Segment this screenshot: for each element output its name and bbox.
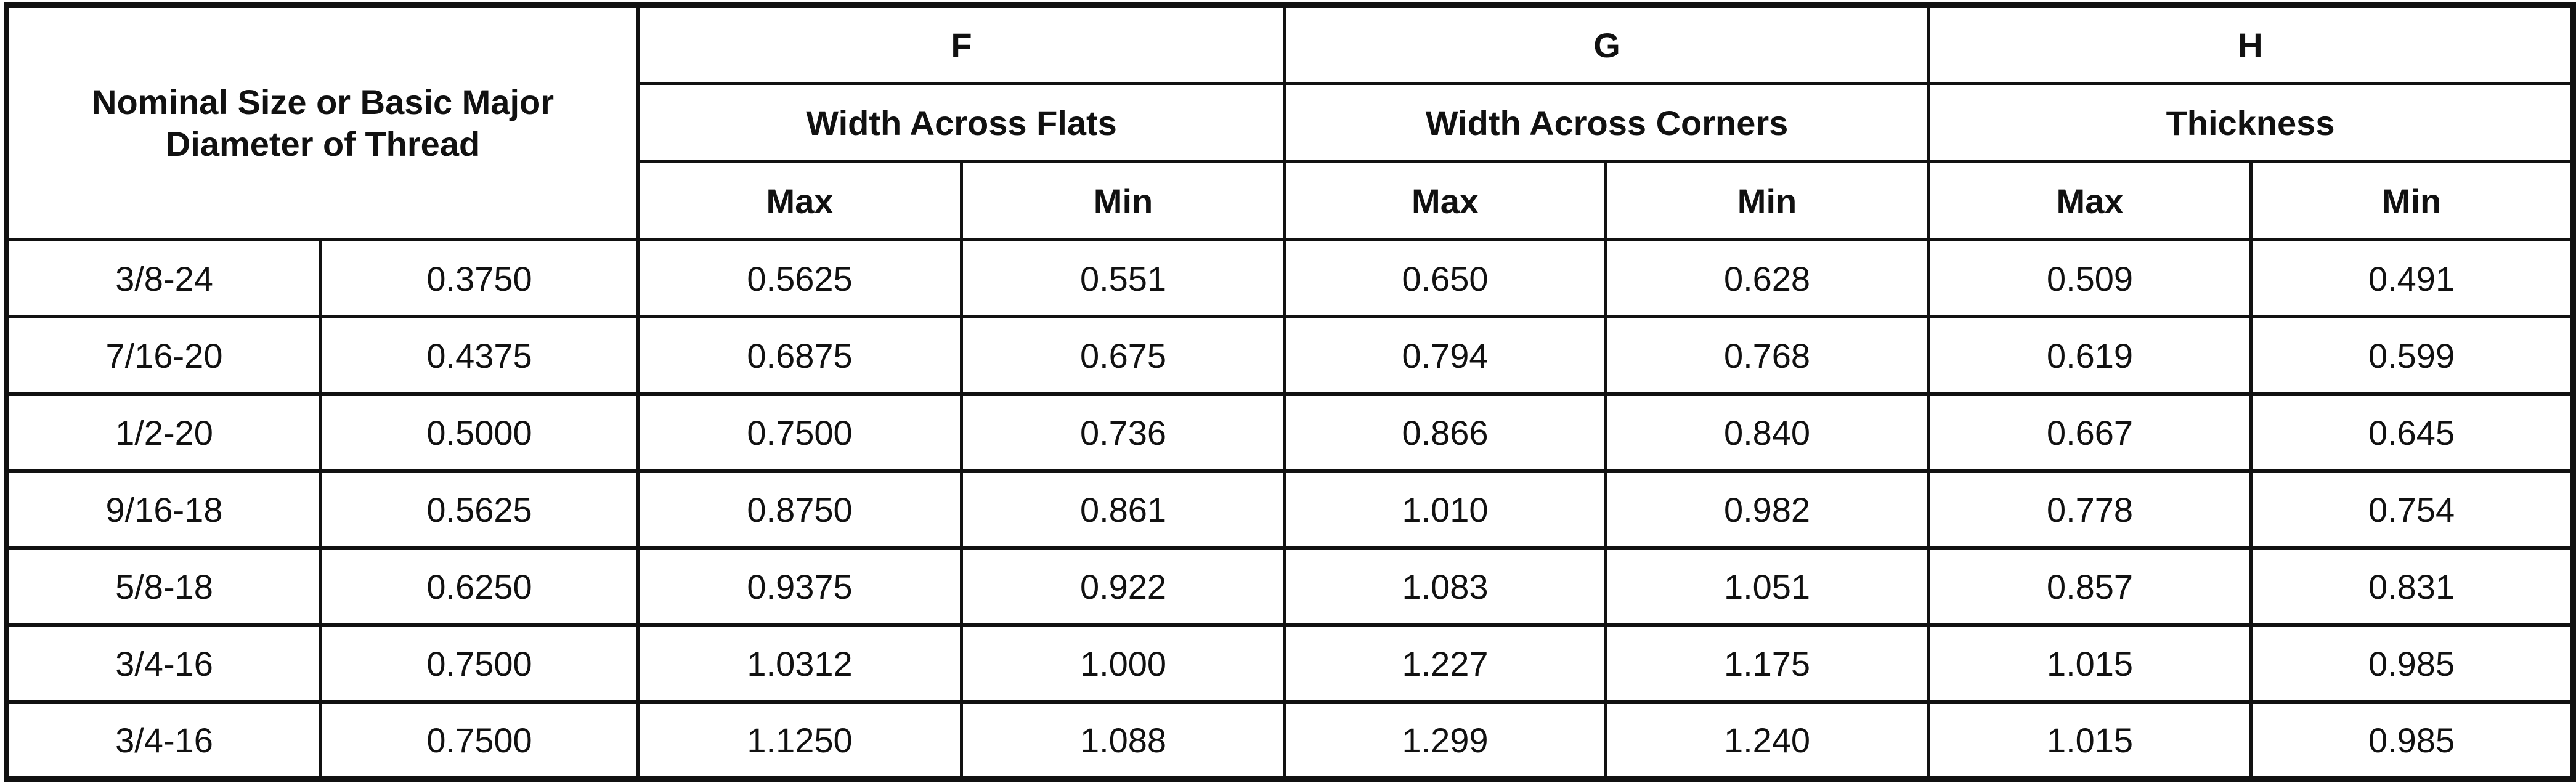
table-cell: 0.3750 <box>319 238 640 318</box>
header-cell: F <box>636 4 1287 85</box>
header-cell: Min <box>1604 160 1931 241</box>
header-row: Max Min Max Min Max Min <box>7 160 2575 241</box>
header-cell: G <box>1283 4 1931 85</box>
header-cell: Thickness <box>1927 82 2575 163</box>
table-cell: 0.840 <box>1604 392 1931 473</box>
table-cell: 0.7500 <box>319 700 640 781</box>
header-row: Nominal Size or Basic Major Diameter of … <box>4 4 2575 241</box>
table-cell: 1.083 <box>1283 546 1607 627</box>
table-cell: 0.4375 <box>319 315 640 396</box>
table-row: 7/16-20 0.4375 0.6875 0.675 0.794 0.768 0.619 0… <box>5 315 2575 396</box>
table-cell: 1.010 <box>1283 469 1607 550</box>
table-cell: 1.051 <box>1604 546 1931 627</box>
table-cell: 0.619 <box>1927 315 2253 396</box>
table-cell: 0.5625 <box>636 238 964 318</box>
table-cell: 0.667 <box>1927 392 2253 473</box>
header-cell: Min <box>960 160 1287 241</box>
table-cell: 0.794 <box>1283 315 1607 396</box>
table-cell: 1.227 <box>1283 623 1607 704</box>
header-cell: Max <box>1927 160 2253 241</box>
table-cell: 3/4-16 <box>5 623 322 704</box>
table-cell: 0.628 <box>1604 238 1931 318</box>
table-cell: 0.551 <box>960 238 1287 318</box>
table-cell: 3/8-24 <box>5 238 322 318</box>
table-cell: 0.985 <box>2249 700 2575 781</box>
table-cell: 0.768 <box>1604 315 1931 396</box>
table-cell: 0.650 <box>1283 238 1607 318</box>
table-cell: 7/16-20 <box>5 315 322 396</box>
header-cell: Max <box>636 160 964 241</box>
table-cell: 0.8750 <box>636 469 964 550</box>
table-cell: 0.509 <box>1927 238 2253 318</box>
table-cell: 0.7500 <box>319 623 640 704</box>
table-body: 3/8-24 0.3750 0.5625 0.551 0.650 0.628 0.509 0.… <box>5 238 2575 781</box>
table-cell: 0.675 <box>960 315 1287 396</box>
table-cell: 1.088 <box>960 700 1287 781</box>
table-cell: 1.000 <box>960 623 1287 704</box>
table-cell: 0.866 <box>1283 392 1607 473</box>
table-row: 1/2-20 0.5000 0.7500 0.736 0.866 0.840 0.667 0.… <box>5 392 2575 473</box>
table-row: 9/16-18 0.5625 0.8750 0.861 1.010 0.982 0.778 0… <box>5 469 2575 550</box>
table-row: 5/8-18 0.6250 0.9375 0.922 1.083 1.051 0.857 0.… <box>5 546 2575 627</box>
table-cell: 0.982 <box>1604 469 1931 550</box>
table-cell: 0.857 <box>1927 546 2253 627</box>
table-row: 3/8-24 0.3750 0.5625 0.551 0.650 0.628 0.509 0.… <box>5 238 2575 318</box>
spec-table: Nominal Size or Basic Major Diameter of … <box>4 2 2576 782</box>
table-cell: 0.9375 <box>636 546 964 627</box>
table-cell: 0.754 <box>2249 469 2575 550</box>
table-cell: 0.831 <box>2249 546 2575 627</box>
table-cell: 0.491 <box>2249 238 2575 318</box>
table-cell: 0.5625 <box>319 469 640 550</box>
table-cell: 1.240 <box>1604 700 1931 781</box>
header-cell: Nominal Size or Basic Major Diameter of … <box>4 4 640 241</box>
header-cell: Width Across Corners <box>1283 82 1931 163</box>
table-cell: 1.0312 <box>636 623 964 704</box>
table-cell: 0.861 <box>960 469 1287 550</box>
table-row: 3/4-16 0.7500 1.1250 1.088 1.299 1.240 1.015 0.… <box>5 700 2575 781</box>
table-cell: 1.015 <box>1927 623 2253 704</box>
table-cell: 0.6875 <box>636 315 964 396</box>
header-cell: Min <box>2249 160 2575 241</box>
table-cell: 0.599 <box>2249 315 2575 396</box>
table-cell: 0.7500 <box>636 392 964 473</box>
table-cell: 0.5000 <box>319 392 640 473</box>
table-cell: 0.736 <box>960 392 1287 473</box>
table-cell: 0.645 <box>2249 392 2575 473</box>
table-cell: 3/4-16 <box>5 700 322 781</box>
table-cell: 0.778 <box>1927 469 2253 550</box>
table-cell: 9/16-18 <box>5 469 322 550</box>
table-cell: 1.1250 <box>636 700 964 781</box>
table-cell: 0.6250 <box>319 546 640 627</box>
table-cell: 0.985 <box>2249 623 2575 704</box>
table-cell: 5/8-18 <box>5 546 322 627</box>
header-cell: Width Across Flats <box>636 82 1287 163</box>
table-cell: 1.175 <box>1604 623 1931 704</box>
header-row: Width Across Flats Width Across Corners Th… <box>7 82 2575 163</box>
header-cell: H <box>1927 4 2575 85</box>
table-cell: 1.015 <box>1927 700 2253 781</box>
table-header: Nominal Size or Basic Major Diameter of … <box>4 4 2575 241</box>
table-row: 3/4-16 0.7500 1.0312 1.000 1.227 1.175 1.015 0.… <box>5 623 2575 704</box>
table-cell: 1/2-20 <box>5 392 322 473</box>
table-cell: 1.299 <box>1283 700 1607 781</box>
table-cell: 0.922 <box>960 546 1287 627</box>
header-cell: Max <box>1283 160 1607 241</box>
